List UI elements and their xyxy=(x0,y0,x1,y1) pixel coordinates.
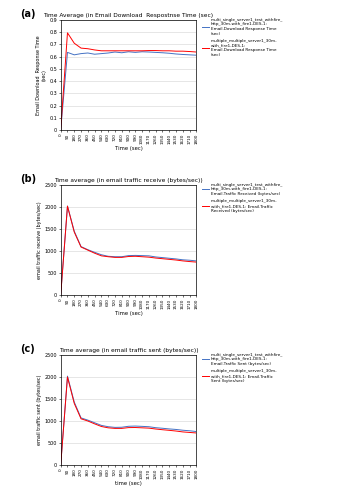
Legend: multi_single_server1_test_withfire_
http_30m-with_fire1-DES-1:
Email.Traffic Rec: multi_single_server1_test_withfire_ http… xyxy=(202,183,283,212)
Legend: multi_single_server1_test_withfire_
http_30m-with_fire1-DES-1:
Email.Download Re: multi_single_server1_test_withfire_ http… xyxy=(202,18,283,57)
Title: Time Average (in Email Download  Respostnse Time (sec): Time Average (in Email Download Respostn… xyxy=(44,12,213,18)
Title: Time average (in email traffic receive (bytes/sec)): Time average (in email traffic receive (… xyxy=(54,178,203,182)
Title: Time average (in email traffic sent (bytes/sec)): Time average (in email traffic sent (byt… xyxy=(59,348,198,352)
Text: (b): (b) xyxy=(20,174,36,184)
Y-axis label: email traffic sent (bytes/sec): email traffic sent (bytes/sec) xyxy=(37,375,42,445)
Y-axis label: email traffic receive (bytes/sec): email traffic receive (bytes/sec) xyxy=(37,201,42,279)
X-axis label: time (sec): time (sec) xyxy=(115,481,142,486)
X-axis label: Time (sec): Time (sec) xyxy=(115,311,142,316)
X-axis label: Time (sec): Time (sec) xyxy=(115,146,142,151)
Legend: multi_single_server1_test_withfire_
http_30m-with_fire1-DES-1:
Email.Traffic Sen: multi_single_server1_test_withfire_ http… xyxy=(202,353,283,382)
Y-axis label: Email Download  Response Time
(sec): Email Download Response Time (sec) xyxy=(36,35,47,115)
Text: (a): (a) xyxy=(20,9,35,19)
Text: (c): (c) xyxy=(20,344,35,354)
